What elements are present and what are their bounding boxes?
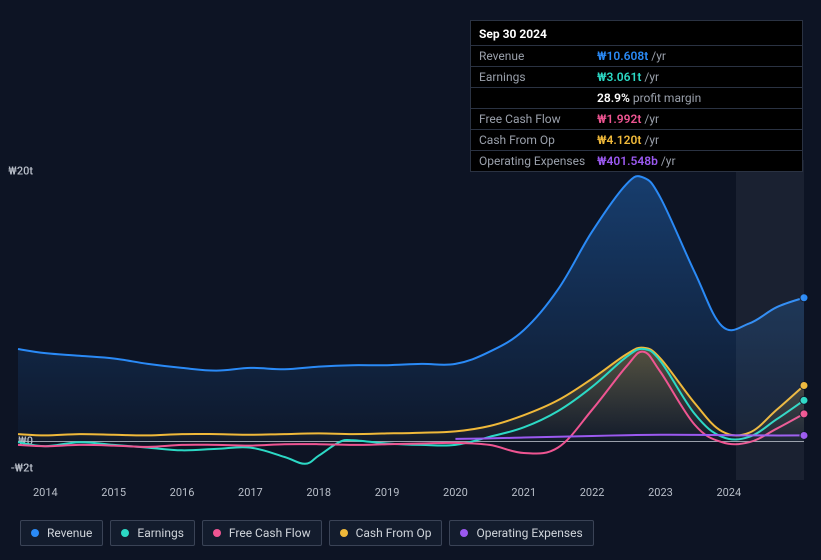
- tooltip-label: Revenue: [479, 49, 597, 63]
- tooltip-suffix: /yr: [644, 133, 659, 147]
- x-tick-label: 2022: [580, 486, 605, 499]
- legend: Revenue Earnings Free Cash Flow Cash From O…: [20, 520, 594, 546]
- tooltip-profit-margin-label: profit margin: [633, 91, 701, 105]
- tooltip-row-revenue: Revenue ₩10.608t /yr: [471, 45, 802, 66]
- x-tick-label: 2014: [33, 486, 58, 499]
- legend-label: Free Cash Flow: [229, 526, 311, 540]
- chart-area[interactable]: ₩20t₩0-₩2t 20142015201620172018201920202…: [18, 160, 804, 480]
- tooltip-label: Cash From Op: [479, 133, 597, 147]
- tooltip-date: Sep 30 2024: [471, 21, 802, 45]
- tooltip-suffix: /yr: [651, 49, 666, 63]
- legend-label: Operating Expenses: [476, 526, 582, 540]
- legend-item-revenue[interactable]: Revenue: [20, 520, 103, 546]
- legend-dot-icon: [213, 529, 221, 537]
- tooltip-row-cfo: Cash From Op ₩4.120t /yr: [471, 129, 802, 150]
- tooltip-row-earnings: Earnings ₩3.061t /yr: [471, 66, 802, 87]
- tooltip-profit-margin-value: 28.9%: [597, 91, 630, 105]
- legend-item-op_ex[interactable]: Operating Expenses: [449, 520, 593, 546]
- tooltip-suffix: /yr: [644, 112, 659, 126]
- tooltip-row-fcf: Free Cash Flow ₩1.992t /yr: [471, 108, 802, 129]
- x-tick-label: 2015: [101, 486, 126, 499]
- projection-shade: [736, 160, 804, 480]
- chart-plot: [18, 160, 804, 480]
- legend-item-earnings[interactable]: Earnings: [110, 520, 195, 546]
- legend-item-cash_from_op[interactable]: Cash From Op: [329, 520, 443, 546]
- tooltip-suffix: /yr: [644, 70, 659, 84]
- x-tick-label: 2023: [648, 486, 673, 499]
- legend-label: Cash From Op: [356, 526, 432, 540]
- legend-label: Earnings: [137, 526, 184, 540]
- x-tick-label: 2017: [238, 486, 263, 499]
- tooltip-row-profit-margin: 28.9% profit margin: [471, 87, 802, 108]
- tooltip-row-opex: Operating Expenses ₩401.548b /yr: [471, 150, 802, 171]
- x-tick-label: 2019: [375, 486, 400, 499]
- tooltip-value: ₩1.992t: [597, 112, 641, 126]
- legend-dot-icon: [340, 529, 348, 537]
- legend-dot-icon: [460, 529, 468, 537]
- tooltip-value: ₩10.608t: [597, 49, 648, 63]
- tooltip-value: ₩3.061t: [597, 70, 641, 84]
- x-tick-label: 2021: [511, 486, 536, 499]
- x-tick-label: 2020: [443, 486, 468, 499]
- x-tick-label: 2018: [306, 486, 331, 499]
- tooltip-suffix: /yr: [661, 154, 676, 168]
- legend-dot-icon: [31, 529, 39, 537]
- legend-dot-icon: [121, 529, 129, 537]
- tooltip-value: ₩401.548b: [597, 154, 658, 168]
- tooltip-value: ₩4.120t: [597, 133, 641, 147]
- x-tick-label: 2024: [716, 486, 741, 499]
- legend-item-free_cash_flow[interactable]: Free Cash Flow: [202, 520, 322, 546]
- x-tick-label: 2016: [170, 486, 195, 499]
- x-axis-labels: 2014 2015 2016 2017 2018 2019 2020 2021 2022 2023…: [18, 486, 804, 504]
- tooltip-label: Earnings: [479, 70, 597, 84]
- tooltip-label: Free Cash Flow: [479, 112, 597, 126]
- tooltip-panel: Sep 30 2024 Revenue ₩10.608t /yr Earning…: [470, 20, 803, 172]
- legend-label: Revenue: [47, 526, 92, 540]
- tooltip-label: Operating Expenses: [479, 154, 597, 168]
